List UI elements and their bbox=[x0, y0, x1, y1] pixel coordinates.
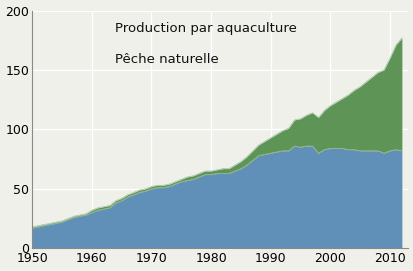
Text: Production par aquaculture: Production par aquaculture bbox=[114, 22, 296, 36]
Text: Pêche naturelle: Pêche naturelle bbox=[114, 53, 218, 66]
